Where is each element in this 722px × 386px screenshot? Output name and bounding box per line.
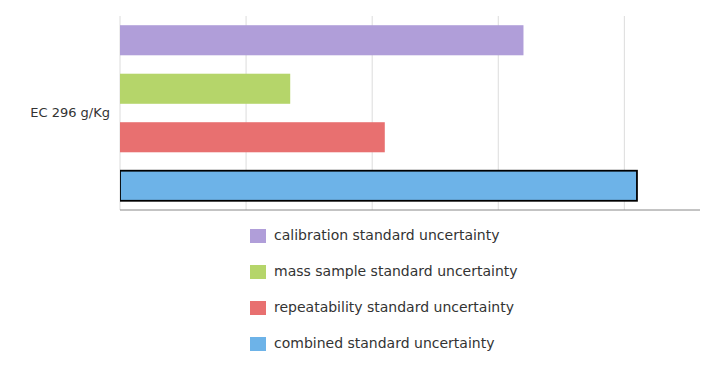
legend-label: calibration standard uncertainty	[274, 227, 500, 243]
chart: EC 296 g/Kg calibration standard uncertai…	[0, 0, 722, 386]
bar	[120, 74, 290, 104]
legend-swatch	[250, 301, 266, 315]
bar	[120, 25, 523, 55]
legend-label: repeatability standard uncertainty	[274, 299, 514, 315]
y-tick-label: EC 296 g/Kg	[30, 105, 110, 120]
bar	[120, 122, 385, 152]
legend-swatch	[250, 229, 266, 243]
legend-swatch	[250, 337, 266, 351]
legend-swatch	[250, 265, 266, 279]
legend: calibration standard uncertainty mass sam…	[250, 227, 518, 351]
bar	[120, 171, 637, 201]
legend-label: combined standard uncertainty	[274, 335, 494, 351]
bars	[120, 25, 637, 201]
legend-label: mass sample standard uncertainty	[274, 263, 518, 279]
x-axis-line	[120, 210, 700, 211]
